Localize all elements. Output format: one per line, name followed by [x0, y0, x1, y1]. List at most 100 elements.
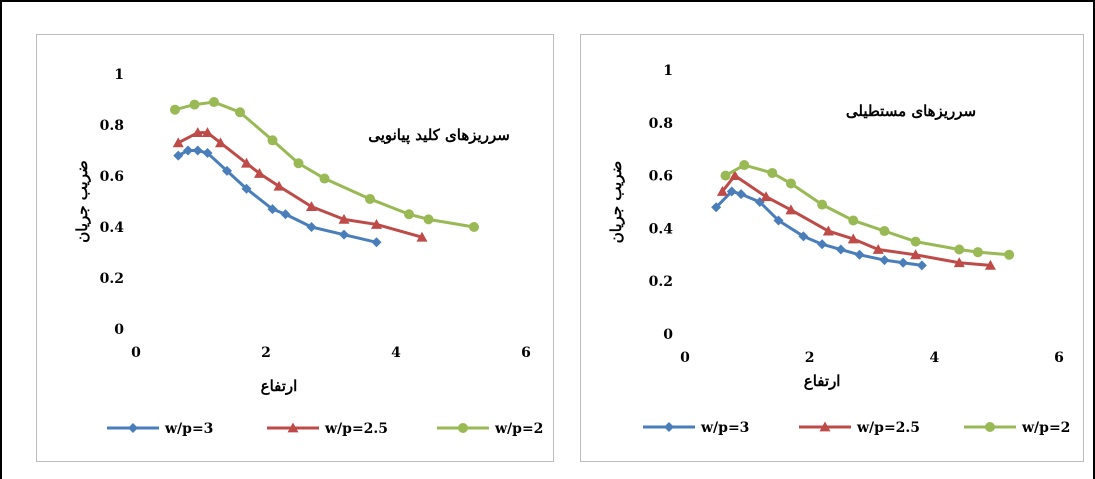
data-point: [254, 167, 265, 178]
legend-marker: [819, 421, 831, 432]
data-point: [293, 158, 304, 169]
data-point: [835, 244, 846, 255]
data-point: [202, 148, 213, 159]
data-point: [760, 191, 772, 202]
data-point: [872, 244, 884, 254]
legend-label: w/p=2: [494, 421, 543, 437]
chart-panel-rectangular: 0 0.2 0.4 0.6 0.8 1 0 2 4 6 سرریزهای مستطیلی ضریب ج…: [580, 34, 1084, 462]
data-point: [319, 173, 330, 184]
data-point: [215, 137, 226, 148]
data-point: [953, 257, 965, 268]
data-point: [785, 178, 796, 189]
data-point: [854, 249, 865, 260]
data-point: [235, 107, 245, 118]
data-point: [306, 201, 317, 211]
y-tick-label: 0: [663, 327, 673, 343]
data-point: [898, 257, 909, 268]
x-tick-label: 4: [929, 350, 939, 366]
legend-label: w/p=2.5: [324, 421, 388, 437]
chart-svg-piano-key: 0 0.2 0.4 0.6 0.8 1 0 2 4 6 سرریزهای کلید پیانویی ض…: [73, 67, 543, 437]
x-tick-label: 0: [680, 350, 690, 366]
data-point: [984, 259, 996, 270]
data-point: [209, 97, 219, 108]
series-line-w-p-3: [177, 149, 377, 244]
data-point: [404, 209, 414, 220]
legend-marker: [128, 423, 138, 433]
y-tick-label: 0.8: [100, 118, 124, 134]
chart-title: سرریزهای مستطیلی: [846, 102, 976, 120]
data-point: [170, 104, 180, 115]
x-tick-label: 4: [391, 345, 401, 361]
data-point: [767, 167, 778, 178]
data-point: [241, 183, 252, 194]
data-point: [469, 222, 479, 232]
y-axis-title: ضریب جریان: [607, 161, 625, 243]
data-point: [416, 231, 428, 242]
chart-panel-piano-key: 0 0.2 0.4 0.6 0.8 1 0 2 4 6 سرریزهای کلید پیانویی ض…: [36, 34, 554, 462]
data-point: [879, 226, 890, 237]
data-point: [280, 209, 291, 220]
data-point: [711, 202, 722, 213]
data-point: [847, 233, 859, 244]
x-tick-label: 6: [1054, 350, 1064, 366]
y-tick-label: 0: [114, 322, 124, 338]
data-point: [202, 127, 213, 138]
data-point: [910, 236, 921, 247]
data-point: [848, 215, 859, 226]
data-point: [267, 204, 278, 215]
data-point: [736, 189, 747, 200]
data-point: [716, 185, 728, 196]
x-axis-title: ارتفاع: [261, 377, 298, 395]
data-point: [785, 204, 797, 215]
x-axis-title: ارتفاع: [804, 372, 841, 390]
y-tick-label: 0.2: [649, 274, 673, 290]
data-point: [173, 150, 184, 161]
data-point: [192, 127, 204, 138]
y-tick-label: 0.8: [649, 116, 673, 132]
series-line-w-p-2.5: [721, 174, 991, 267]
data-point: [817, 239, 828, 250]
y-tick-label: 0.6: [100, 169, 124, 185]
legend-marker: [458, 423, 468, 433]
data-point: [726, 186, 737, 197]
data-point: [273, 180, 285, 191]
chart-title: سرریزهای کلید پیانویی: [368, 126, 510, 145]
data-point: [338, 213, 350, 224]
y-tick-label: 1: [114, 67, 124, 83]
data-point: [306, 222, 317, 232]
data-point: [720, 170, 731, 181]
data-point: [773, 215, 784, 226]
y-tick-label: 0.2: [100, 271, 124, 287]
legend-label: w/p=2.5: [856, 420, 920, 436]
data-point: [910, 249, 922, 260]
legend-label: w/p=2: [1021, 420, 1070, 436]
chart-svg-rectangular: 0 0.2 0.4 0.6 0.8 1 0 2 4 6 سرریزهای مستطیلی ضریب ج…: [607, 63, 1070, 436]
data-point: [822, 225, 834, 236]
y-axis-title: ضریب جریان: [73, 160, 91, 242]
data-point: [189, 99, 200, 110]
data-point: [371, 218, 382, 229]
y-tick-label: 0.6: [649, 169, 673, 185]
data-point: [798, 231, 809, 242]
data-point: [339, 229, 349, 240]
legend-marker: [985, 422, 995, 432]
data-point: [739, 160, 750, 171]
data-point: [365, 193, 375, 204]
data-point: [183, 145, 193, 156]
data-point: [817, 199, 828, 210]
legend-label: w/p=3: [164, 421, 213, 437]
data-point: [172, 137, 184, 148]
legend-marker: [287, 422, 299, 433]
y-tick-label: 1: [663, 63, 673, 79]
x-tick-label: 2: [805, 350, 815, 366]
legend-label: w/p=3: [700, 420, 749, 436]
data-point: [916, 260, 927, 271]
y-tick-label: 0.4: [649, 221, 674, 237]
x-tick-label: 6: [521, 345, 531, 361]
data-point: [954, 244, 965, 255]
y-tick-label: 0.4: [100, 220, 125, 236]
legend-marker: [664, 422, 674, 432]
data-point: [241, 157, 252, 168]
data-point: [879, 255, 890, 266]
